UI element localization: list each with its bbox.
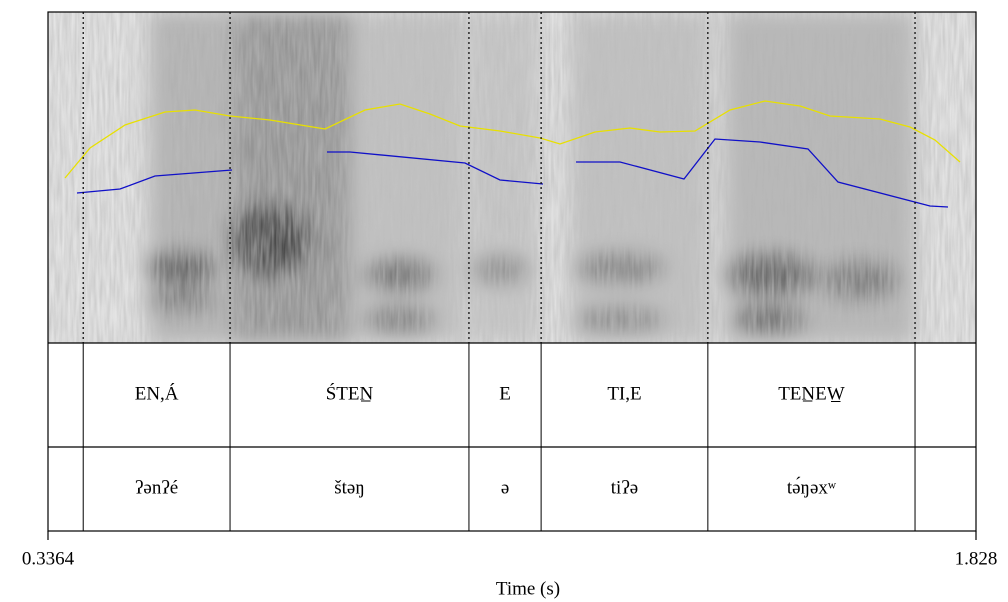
interval-label: EN,Á [135, 382, 179, 404]
interval-label: ŚTEN̲ [326, 382, 374, 404]
interval-label: ʔənʔé [135, 477, 178, 498]
interval-label: tiʔə [611, 477, 638, 498]
x-tick-label: 0.3364 [22, 548, 75, 569]
interval-label: tə́ŋəxʷ [787, 476, 837, 498]
spectrogram [48, 12, 976, 343]
x-tick-label: 1.828 [955, 548, 998, 569]
x-axis-label: Time (s) [496, 578, 560, 599]
pitch-track [76, 138, 949, 208]
interval-label: štəŋ [334, 477, 365, 498]
interval-label: ə [501, 477, 509, 498]
interval-label: TEN̲EW̲ [778, 383, 845, 404]
frame [47, 11, 977, 532]
interval-label: E [499, 383, 511, 404]
intensity-track [64, 100, 961, 179]
interval-label: TI,E [607, 383, 641, 404]
